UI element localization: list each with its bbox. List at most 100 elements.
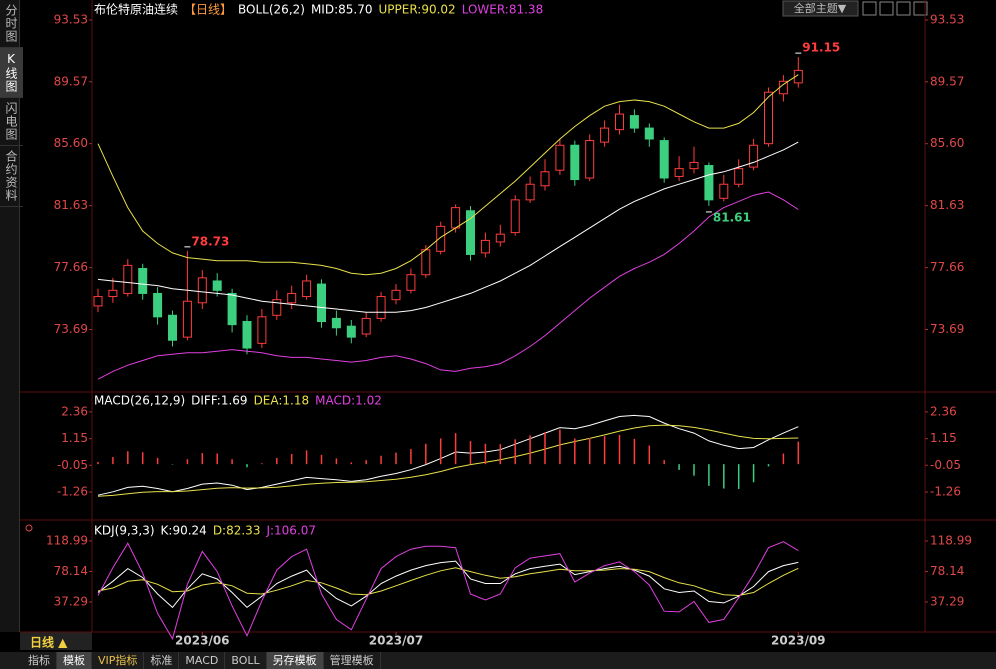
- y-tick-label: 77.66: [54, 260, 88, 274]
- candle-body: [391, 289, 401, 301]
- candle-body: [272, 299, 282, 316]
- candle-body: [704, 165, 714, 201]
- y-tick-label: 89.57: [54, 74, 88, 88]
- candle-body: [615, 113, 624, 131]
- legend-text: D:82.33: [213, 524, 261, 538]
- y2-tick-label: -1.26: [930, 485, 961, 499]
- candle-body: [376, 296, 386, 319]
- candle-body: [287, 292, 297, 304]
- y2-tick-label: 85.60: [930, 136, 964, 150]
- candle-body: [108, 289, 118, 298]
- candle-body: [153, 292, 163, 318]
- side-tab[interactable]: 分时图: [0, 0, 23, 48]
- legend-text: MID:85.70: [311, 3, 373, 17]
- y2-tick-label: 77.66: [930, 260, 964, 274]
- y-tick-label: 85.60: [54, 136, 88, 150]
- side-tab[interactable]: 合约资料: [0, 146, 23, 207]
- bottom-tabs: 指标 模板 VIP指标 标准 MACD BOLL 另存模板 管理模板: [0, 652, 996, 669]
- theme-box[interactable]: [782, 0, 859, 17]
- x-tick-label: 2023/09: [771, 634, 825, 648]
- candle-body: [406, 274, 416, 291]
- legend-text: J:106.07: [265, 524, 316, 538]
- legend-text: K:90.24: [161, 524, 207, 538]
- tab[interactable]: 另存模板: [266, 652, 324, 669]
- candle-body: [302, 280, 312, 298]
- legend-text: DIFF:1.69: [191, 394, 247, 408]
- theme-button[interactable]: 全部主题▼: [794, 1, 847, 15]
- candle-body: [138, 267, 148, 294]
- y2-tick-label: 93.53: [930, 12, 964, 26]
- legend-text: 【日线】: [184, 3, 232, 17]
- tab[interactable]: 标准: [144, 652, 180, 669]
- indicator-line: [97, 74, 799, 276]
- y2-tick-label: 2.36: [930, 404, 957, 418]
- tab[interactable]: 管理模板: [324, 652, 381, 669]
- candle-body: [331, 317, 341, 329]
- x-tick-label: 2023/07: [369, 634, 423, 648]
- candle-body: [212, 280, 222, 291]
- period-button[interactable]: 日线 ▲: [30, 635, 68, 650]
- candle-body: [93, 296, 103, 307]
- legend-text: 布伦特原油连续: [94, 2, 178, 17]
- extreme-label: 81.61: [713, 210, 751, 224]
- candle-body: [197, 277, 207, 304]
- indicator-line: [97, 424, 799, 497]
- extreme-label: 78.73: [191, 234, 229, 248]
- candle-body: [242, 321, 252, 349]
- indicator-line: [97, 141, 799, 313]
- candle-body: [570, 144, 580, 181]
- extreme-label: 91.15: [802, 41, 840, 55]
- candle-body: [749, 144, 759, 168]
- candle-body: [600, 127, 610, 143]
- candle-body: [123, 264, 133, 294]
- sidebar: 分时图 K线图 闪电图 合约资料: [0, 0, 23, 632]
- tab[interactable]: 模板: [57, 652, 92, 669]
- icon-button[interactable]: [896, 1, 911, 16]
- candle-body: [346, 325, 356, 338]
- icon-button[interactable]: [913, 1, 928, 16]
- candle-body: [451, 207, 461, 229]
- legend-text: UPPER:90.02: [378, 3, 455, 17]
- legend-text: DEA:1.18: [254, 394, 310, 408]
- candle-body: [480, 239, 490, 254]
- period-box: [20, 632, 92, 650]
- y2-tick-label: 73.69: [930, 322, 964, 336]
- indicator-line: [97, 414, 799, 496]
- candle-body: [734, 168, 744, 185]
- candle-body: [525, 183, 535, 201]
- tab[interactable]: MACD: [179, 652, 226, 669]
- indicator-line: [97, 560, 799, 609]
- tab[interactable]: VIP指标: [92, 652, 145, 669]
- candle-body: [644, 127, 654, 140]
- chart: 日线 ▲ 全部主题▼ 93.53 93.53 89.57 89.57 85.60 85.6…: [20, 0, 996, 650]
- y2-tick-label: 1.15: [930, 431, 957, 445]
- y2-tick-label: 81.63: [930, 198, 964, 212]
- icon-button[interactable]: [879, 1, 894, 16]
- settings-icon[interactable]: [25, 524, 33, 532]
- candle-body: [227, 292, 237, 326]
- candle-body: [674, 168, 684, 177]
- legend-text: MACD:1.02: [315, 394, 382, 408]
- y-tick-label: 37.29: [54, 594, 88, 608]
- y2-tick-label: 118.99: [930, 533, 972, 547]
- candle-body: [555, 144, 565, 171]
- y-tick-label: -1.26: [57, 485, 88, 499]
- side-tab[interactable]: K线图: [0, 48, 23, 98]
- tab[interactable]: BOLL: [225, 652, 267, 669]
- y-tick-label: 81.63: [54, 198, 88, 212]
- side-tab[interactable]: 闪电图: [0, 98, 23, 146]
- legend-text: KDJ(9,3,3): [94, 524, 155, 538]
- tab[interactable]: 指标: [22, 652, 57, 669]
- y2-tick-label: 37.29: [930, 594, 964, 608]
- candle-body: [317, 283, 326, 323]
- candle-body: [629, 115, 639, 129]
- candle-body: [168, 314, 177, 341]
- candle-body: [421, 249, 431, 276]
- candle-body: [764, 91, 773, 145]
- icon-button[interactable]: [862, 1, 877, 16]
- candle-body: [361, 317, 371, 335]
- legend-text: BOLL(26,2): [238, 3, 305, 17]
- y-tick-label: 1.15: [61, 431, 88, 445]
- candle-body: [689, 161, 699, 170]
- y2-tick-label: -0.05: [930, 458, 961, 472]
